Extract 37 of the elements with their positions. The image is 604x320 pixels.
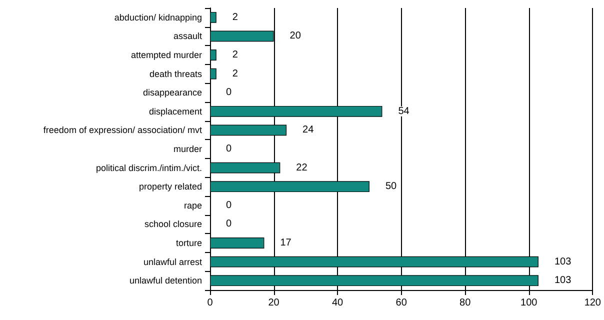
y-tick-label: unlawful arrest [143,256,202,267]
data-label: 54 [398,106,410,117]
y-tick-label: school closure [144,219,202,230]
data-label: 24 [302,124,314,136]
data-label: 2 [232,68,238,80]
data-label: 103 [554,256,572,268]
y-tick-label: unlawful detention [129,276,202,286]
data-label: 0 [226,200,232,211]
y-tick-label: attempted murder [130,50,202,60]
data-label: 0 [226,144,232,154]
data-label: 103 [554,275,572,286]
data-label: 2 [232,50,238,60]
x-tick-label: 80 [460,298,472,308]
x-tick-label: 20 [268,298,280,308]
y-tick-label: assault [173,31,202,42]
y-tick-label: political discrim./intim./vict. [96,162,202,173]
data-label: 20 [290,30,302,42]
y-tick-label: freedom of expression/ association/ mvt [43,125,202,136]
y-tick-label: rape [184,200,202,210]
x-tick-label: 100 [520,298,538,308]
x-tick-label: 120 [584,298,602,308]
y-tick-label: abduction/ kidnapping [114,12,202,22]
data-label: 0 [226,218,232,230]
y-tick-label: displacement [148,106,202,116]
y-tick-label: death threats [149,68,202,79]
x-tick-label: 40 [332,298,344,308]
y-tick-label: disappearance [142,88,202,98]
data-label: 2 [232,12,238,23]
data-label: 50 [385,181,397,192]
data-label: 17 [280,238,292,248]
y-tick-label: property related [138,182,202,192]
y-tick-label: torture [176,238,202,248]
x-tick-label: 60 [396,298,408,308]
data-label: 22 [296,162,308,174]
data-label: 0 [226,87,232,98]
x-tick-label: 0 [207,298,214,308]
y-tick-label: murder [173,144,202,154]
